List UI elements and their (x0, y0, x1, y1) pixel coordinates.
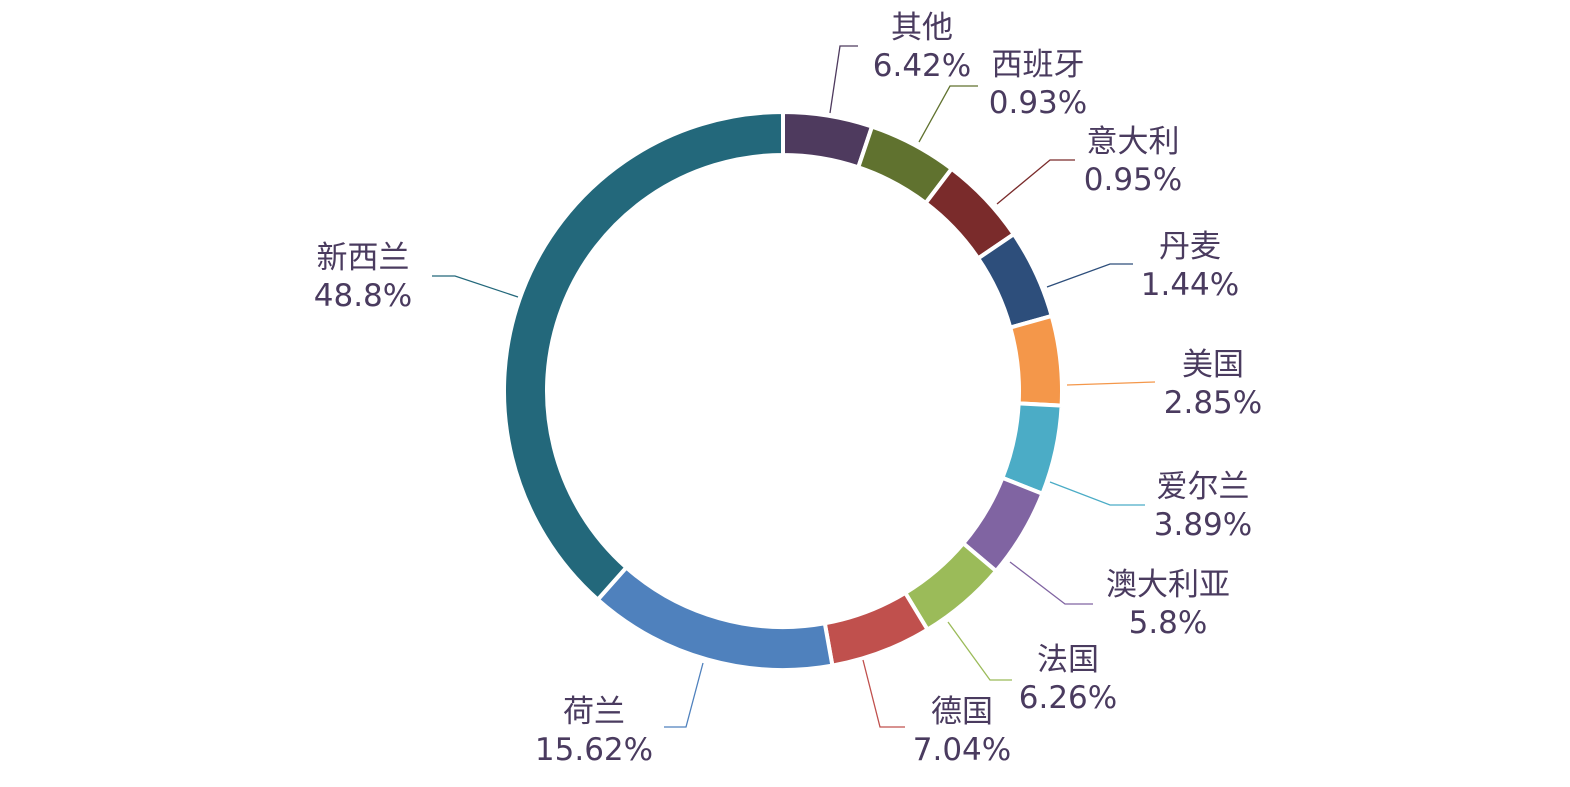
leader-line-9 (862, 659, 905, 728)
leader-line-6 (1049, 481, 1145, 506)
slice-5[interactable] (1007, 313, 1064, 408)
slice-label-name: 意大利 (1087, 124, 1180, 160)
leader-line-3 (996, 159, 1075, 205)
slice-label-value: 0.93% (989, 85, 1087, 121)
slice-label-value: 15.62% (535, 732, 653, 768)
leader-line-10 (664, 662, 704, 728)
slice-1[interactable] (781, 109, 875, 170)
slice-label-value: 1.44% (1141, 267, 1239, 303)
leader-line-8 (947, 621, 1012, 681)
slice-label-name: 西班牙 (992, 47, 1085, 83)
slice-10[interactable] (594, 564, 835, 672)
slice-label-name: 荷兰 (563, 694, 625, 730)
slice-label-name: 法国 (1037, 642, 1099, 678)
slice-label-name: 丹麦 (1159, 229, 1221, 265)
leader-line-11 (432, 275, 519, 298)
slice-label-name: 爱尔兰 (1157, 469, 1250, 505)
leader-line-2 (918, 85, 978, 143)
slice-label-value: 6.42% (873, 48, 971, 84)
leader-line-5 (1066, 381, 1156, 386)
slice-label-name: 澳大利亚 (1106, 567, 1230, 603)
slice-label-value: 0.95% (1084, 162, 1182, 198)
slice-11[interactable] (502, 109, 785, 603)
slice-label-name: 新西兰 (317, 240, 410, 276)
slice-label-value: 2.85% (1164, 385, 1262, 421)
slice-label-value: 48.8% (314, 278, 412, 314)
slice-label-value: 7.04% (913, 732, 1011, 768)
slice-label-name: 美国 (1182, 347, 1244, 383)
slice-9[interactable] (822, 590, 931, 668)
slice-label-value: 6.26% (1019, 680, 1117, 716)
leader-line-7 (1009, 561, 1093, 605)
slice-label-value: 3.89% (1154, 507, 1252, 543)
leader-line-4 (1046, 263, 1133, 288)
slice-label-name: 德国 (931, 694, 993, 730)
leader-line-1 (829, 45, 858, 114)
slice-label-name: 其他 (891, 10, 953, 46)
slice-label-value: 5.8% (1129, 605, 1208, 641)
